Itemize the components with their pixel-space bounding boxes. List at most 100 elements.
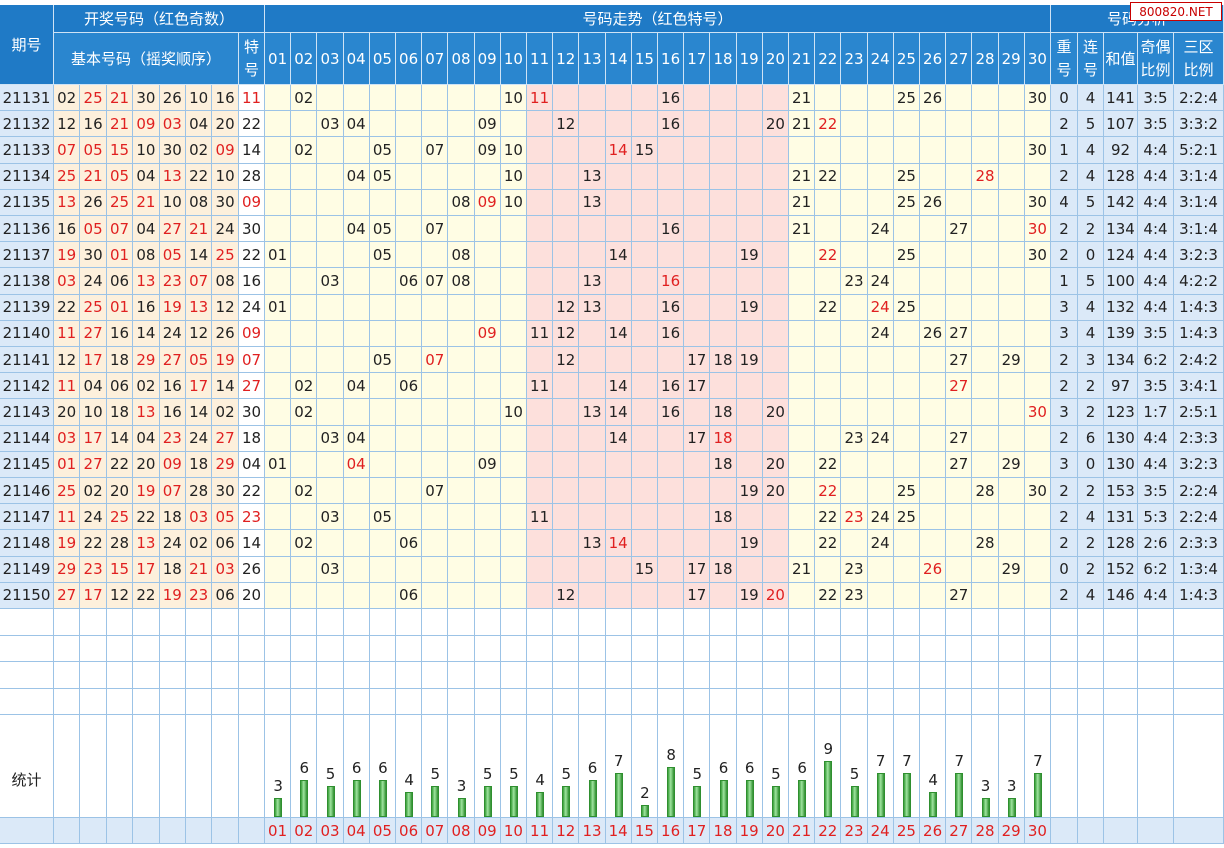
trend-hit: 13: [579, 399, 606, 426]
analysis-repeat: 2: [1051, 530, 1078, 557]
empty-cell: [972, 635, 999, 662]
basic-number: 21: [133, 189, 160, 216]
basic-number: 24: [80, 504, 107, 531]
basic-number: 05: [159, 242, 186, 269]
analysis-consecutive: 0: [1078, 242, 1104, 269]
trend-hit: 29: [998, 347, 1025, 374]
trend-number-header: 08: [448, 33, 475, 85]
trend-cell: [946, 556, 973, 583]
empty-cell: [998, 715, 1025, 742]
empty-cell: [500, 609, 527, 636]
empty-cell: [710, 662, 737, 689]
trend-cell: [658, 556, 685, 583]
analysis-odd-even: 4:4: [1138, 216, 1174, 243]
analysis-consecutive: 2: [1078, 530, 1104, 557]
trend-cell: [422, 294, 449, 321]
trend-cell: [736, 451, 763, 478]
trend-cell: [946, 399, 973, 426]
trend-number-header: 04: [343, 33, 370, 85]
trend-number-header: 19: [736, 33, 763, 85]
trend-cell: [631, 504, 658, 531]
empty-cell: [106, 688, 134, 715]
trend-cell: [815, 85, 842, 112]
empty-cell: [474, 635, 501, 662]
empty-cell: [54, 688, 81, 715]
trend-cell: [710, 320, 737, 347]
trend-cell: [815, 373, 842, 400]
analysis-consecutive: 5: [1078, 111, 1104, 138]
repeat-header: 重号: [1051, 33, 1078, 85]
trend-hit: 12: [553, 582, 580, 609]
basic-number: 16: [133, 294, 160, 321]
trend-special-hit: 30: [1024, 399, 1051, 426]
basic-number: 19: [159, 582, 186, 609]
empty-cell: [80, 688, 107, 715]
issue-number: 21144: [0, 425, 54, 452]
trend-cell: [946, 111, 973, 138]
count-bar: [981, 798, 990, 817]
bottom-label-cell: [1174, 818, 1224, 844]
issue-number: 21142: [0, 373, 54, 400]
trend-cell: [317, 399, 344, 426]
empty-cell: [920, 688, 947, 715]
trend-cell: [841, 163, 868, 190]
empty-cell: [867, 635, 894, 662]
trend-cell: [527, 163, 554, 190]
trend-hit: 07: [422, 268, 449, 295]
basic-number: 21: [80, 163, 107, 190]
empty-cell: [0, 609, 54, 636]
empty-cell: [841, 609, 868, 636]
empty-cell: [239, 662, 265, 689]
trend-cell: [972, 111, 999, 138]
trend-hit: 24: [867, 425, 894, 452]
count-value-label: 6: [351, 758, 362, 777]
analysis-odd-even: 3:5: [1138, 85, 1174, 112]
trend-hit: 15: [631, 137, 658, 164]
trend-hit: 23: [841, 582, 868, 609]
trend-cell: [265, 504, 292, 531]
basic-number: 27: [212, 425, 239, 452]
count-value-label: 8: [666, 746, 676, 765]
trend-cell: [396, 216, 423, 243]
trend-cell: [474, 163, 501, 190]
trend-hit: 20: [762, 478, 789, 505]
empty-cell: [317, 688, 344, 715]
trend-cell: [605, 347, 632, 374]
empty-cell: [396, 715, 423, 742]
trend-cell: [867, 582, 894, 609]
count-bar: [640, 804, 649, 817]
analysis-sum: 124: [1104, 242, 1138, 269]
basic-number: 10: [186, 85, 213, 112]
issue-number: 21140: [0, 320, 54, 347]
bar-category-label: 23: [841, 818, 868, 844]
empty-cell: [343, 635, 370, 662]
basic-number: 22: [133, 504, 160, 531]
trend-cell: [631, 111, 658, 138]
consecutive-header-line: 号: [1082, 60, 1098, 79]
trend-cell: [265, 373, 292, 400]
empty-cell: [972, 662, 999, 689]
trend-cell: [815, 137, 842, 164]
analysis-consecutive: 6: [1078, 425, 1104, 452]
basic-number: 22: [106, 451, 134, 478]
basic-number: 12: [106, 582, 134, 609]
trend-cell: [867, 111, 894, 138]
basic-number: 30: [212, 478, 239, 505]
analysis-repeat: 3: [1051, 399, 1078, 426]
trend-cell: [710, 111, 737, 138]
trend-hit: 25: [893, 85, 920, 112]
trend-cell: [893, 216, 920, 243]
trend-cell: [474, 530, 501, 557]
trend-cell: [553, 504, 580, 531]
analysis-zone: 4:2:2: [1174, 268, 1224, 295]
trend-cell: [343, 478, 370, 505]
analysis-zone: 1:4:3: [1174, 320, 1224, 347]
basic-number: 20: [133, 451, 160, 478]
basic-number: 06: [106, 373, 134, 400]
count-bar: [876, 773, 885, 817]
empty-cell: [605, 609, 632, 636]
empty-cell: [972, 609, 999, 636]
trend-hit: 21: [789, 556, 816, 583]
bar-category-label: 30: [1024, 818, 1051, 844]
